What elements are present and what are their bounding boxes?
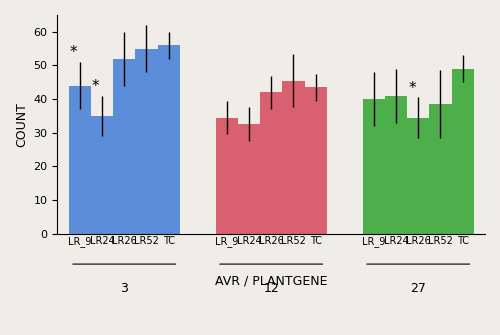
Bar: [362, 99, 385, 233]
Bar: [136, 49, 158, 233]
Bar: [91, 116, 113, 233]
Bar: [385, 96, 407, 233]
Bar: [113, 59, 136, 233]
Bar: [238, 124, 260, 233]
Bar: [260, 92, 282, 233]
Bar: [68, 86, 91, 233]
Text: 12: 12: [264, 282, 279, 294]
Text: *: *: [92, 79, 100, 94]
Y-axis label: COUNT: COUNT: [15, 102, 28, 147]
Bar: [158, 45, 180, 233]
Bar: [452, 69, 474, 233]
X-axis label: AVR / PLANTGENE: AVR / PLANTGENE: [215, 275, 328, 288]
Text: 27: 27: [410, 282, 426, 294]
Text: *: *: [70, 45, 78, 60]
Bar: [407, 118, 430, 233]
Bar: [216, 118, 238, 233]
Bar: [430, 104, 452, 233]
Text: 3: 3: [120, 282, 128, 294]
Bar: [282, 80, 304, 233]
Text: *: *: [408, 81, 416, 96]
Bar: [304, 87, 327, 233]
